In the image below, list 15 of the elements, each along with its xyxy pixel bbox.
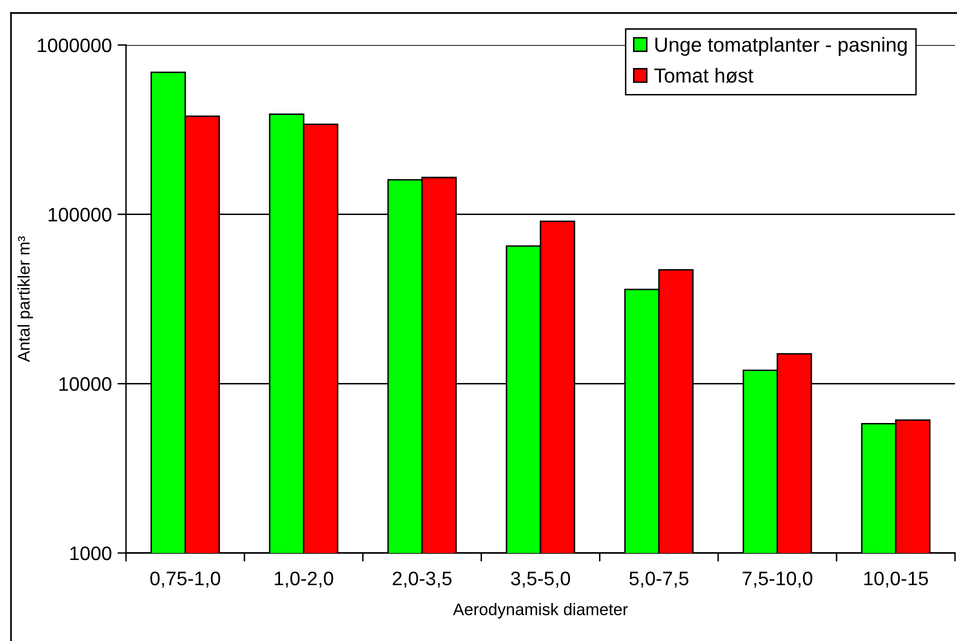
- x-tick-label: 10,0-15: [864, 572, 928, 588]
- x-axis-title: Aerodynamisk diameter: [453, 603, 628, 619]
- y-tick-label: 100000: [48, 208, 112, 222]
- x-tick-label: 5,0-7,5: [629, 572, 688, 588]
- legend-label: Unge tomatplanter - pasning: [655, 37, 907, 56]
- x-tick-label: 3,5-5,0: [510, 572, 570, 588]
- y-tick-label: 1000: [70, 546, 112, 560]
- legend-label: Tomat høst: [654, 68, 754, 83]
- y-tick-label: 1000000: [38, 38, 112, 52]
- x-tick-label: 1,0-2,0: [274, 572, 334, 588]
- y-axis-title: Antal partikler m³: [17, 236, 33, 362]
- y-tick-label: 10000: [60, 377, 112, 391]
- x-tick-label: 0,75-1,0: [150, 572, 220, 588]
- x-tick-label: 7,5-10,0: [742, 572, 812, 588]
- x-tick-label: 2,0-3,5: [392, 572, 452, 588]
